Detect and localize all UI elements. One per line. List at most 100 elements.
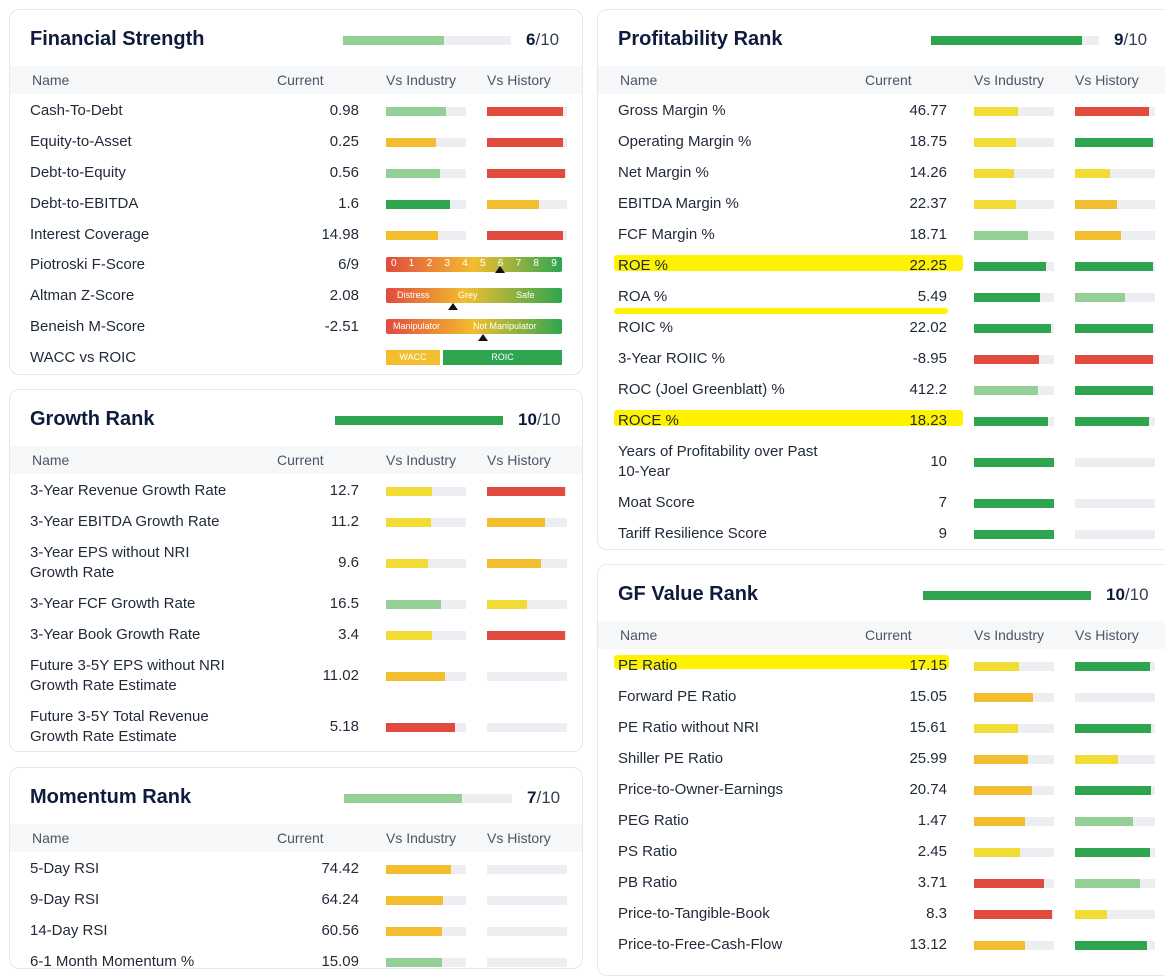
card-title[interactable]: Momentum Rank xyxy=(30,786,192,808)
table-row[interactable]: 3-Year ROIIC % -8.95 xyxy=(598,349,1165,371)
vs-history-bar-fill xyxy=(1075,817,1134,826)
table-row[interactable]: Price-to-Free-Cash-Flow 13.12 xyxy=(598,935,1165,957)
piotroski-digit: 5 xyxy=(480,258,486,269)
vs-history-bar xyxy=(1075,755,1155,764)
row-name: Moat Score xyxy=(618,494,695,511)
card-title[interactable]: Financial Strength xyxy=(30,28,205,50)
table-row[interactable]: Years of Profitability over Past 10-Year 1… xyxy=(598,442,1165,482)
vs-industry-bar xyxy=(974,848,1054,857)
col-current: Current xyxy=(865,627,912,643)
table-row[interactable]: 3-Year EBITDA Growth Rate 11.2 xyxy=(10,512,582,534)
row-name: 3-Year EBITDA Growth Rate xyxy=(30,513,220,530)
table-row[interactable]: 3-Year Book Growth Rate 3.4 xyxy=(10,625,582,647)
table-row[interactable]: Equity-to-Asset 0.25 xyxy=(10,132,582,154)
rank-score-denom: /10 xyxy=(1123,30,1148,49)
table-row[interactable]: Future 3-5Y EPS without NRI Growth Rate E… xyxy=(10,656,582,696)
vs-history-bar xyxy=(487,107,567,116)
row-name: PB Ratio xyxy=(618,874,678,891)
vs-industry-bar xyxy=(974,499,1054,508)
table-row[interactable]: Price-to-Owner-Earnings 20.74 xyxy=(598,780,1165,802)
table-row[interactable]: EBITDA Margin % 22.37 xyxy=(598,194,1165,216)
vs-industry-bar-fill xyxy=(386,138,436,147)
vs-industry-bar-fill xyxy=(386,107,446,116)
col-vs-history: Vs History xyxy=(1075,72,1139,88)
vs-history-bar xyxy=(487,231,567,240)
table-row[interactable]: PS Ratio 2.45 xyxy=(598,842,1165,864)
table-row[interactable]: ROE % 22.25 xyxy=(598,255,1165,278)
card-title[interactable]: Profitability Rank xyxy=(618,28,783,50)
table-row[interactable]: 3-Year FCF Growth Rate 16.5 xyxy=(10,594,582,616)
table-row[interactable]: ROC (Joel Greenblatt) % 412.2 xyxy=(598,380,1165,402)
card-title[interactable]: Growth Rank xyxy=(30,408,155,430)
vs-history-bar-fill xyxy=(487,107,563,116)
roic-segment: ROIC xyxy=(443,350,562,365)
table-row[interactable]: Forward PE Ratio 15.05 xyxy=(598,687,1165,709)
vs-history-bar-fill xyxy=(1075,417,1150,426)
table-row[interactable]: Price-to-Tangible-Book 8.3 xyxy=(598,904,1165,926)
table-row[interactable]: Interest Coverage 14.98 xyxy=(10,225,582,247)
table-row[interactable]: 5-Day RSI 74.42 xyxy=(10,859,582,881)
table-row[interactable]: Cash-To-Debt 0.98 xyxy=(10,101,582,123)
table-row[interactable]: 3-Year Revenue Growth Rate 12.7 xyxy=(10,481,582,503)
table-row[interactable]: Altman Z-Score 2.08 Distress Grey Safe xyxy=(10,286,582,310)
table-row[interactable]: PE Ratio 17.15 xyxy=(598,655,1165,678)
vs-history-bar xyxy=(1075,724,1155,733)
vs-industry-bar xyxy=(386,723,466,732)
table-row[interactable]: Operating Margin % 18.75 xyxy=(598,132,1165,154)
table-row[interactable]: Shiller PE Ratio 25.99 xyxy=(598,749,1165,771)
vs-industry-bar xyxy=(386,600,466,609)
vs-history-bar-fill xyxy=(1075,941,1147,950)
vs-industry-bar-fill xyxy=(386,958,442,967)
row-current: 8.3 xyxy=(926,905,947,922)
table-row[interactable]: FCF Margin % 18.71 xyxy=(598,225,1165,247)
table-row[interactable]: PE Ratio without NRI 15.61 xyxy=(598,718,1165,740)
table-row[interactable]: 3-Year EPS without NRI Growth Rate 9.6 xyxy=(10,543,582,583)
table-row[interactable]: Future 3-5Y Total Revenue Growth Rate Est… xyxy=(10,707,582,747)
row-name: ROE % xyxy=(618,257,669,274)
row-name: PE Ratio xyxy=(618,657,678,674)
card-header: Profitability Rank 9/10 xyxy=(598,10,1165,66)
table-row[interactable]: ROIC % 22.02 xyxy=(598,308,1165,340)
row-current: 5.18 xyxy=(329,718,359,735)
vs-industry-bar-fill xyxy=(974,662,1019,671)
row-name: 3-Year Book Growth Rate xyxy=(30,626,201,643)
table-row[interactable]: Debt-to-EBITDA 1.6 xyxy=(10,194,582,216)
vs-industry-bar-fill xyxy=(386,723,455,732)
table-row[interactable]: Moat Score 7 xyxy=(598,493,1165,515)
vs-history-bar xyxy=(487,138,567,147)
rank-bar xyxy=(344,794,512,803)
table-row[interactable]: Debt-to-Equity 0.56 xyxy=(10,163,582,185)
table-row[interactable]: Gross Margin % 46.77 xyxy=(598,101,1165,123)
table-row[interactable]: 6-1 Month Momentum % 15.09 xyxy=(10,952,582,968)
row-name: PE Ratio without NRI xyxy=(618,719,759,736)
table-row[interactable]: 14-Day RSI 60.56 xyxy=(10,921,582,943)
vs-industry-bar-fill xyxy=(974,386,1038,395)
table-row[interactable]: 9-Day RSI 64.24 xyxy=(10,890,582,912)
rank-score-denom: /10 xyxy=(536,788,561,807)
table-row[interactable]: WACC vs ROIC WACC ROIC xyxy=(10,348,582,370)
vs-industry-bar xyxy=(386,200,466,209)
table-row[interactable]: ROCE % 18.23 xyxy=(598,410,1165,433)
table-row[interactable]: ROA % 5.49 xyxy=(598,287,1165,309)
vs-industry-bar-fill xyxy=(974,530,1054,539)
vs-history-bar xyxy=(487,865,567,874)
col-current: Current xyxy=(277,452,324,468)
row-current: 15.05 xyxy=(909,688,947,705)
vs-industry-bar-fill xyxy=(974,724,1018,733)
table-row[interactable]: Tariff Resilience Score 9 xyxy=(598,524,1165,546)
vs-industry-bar-fill xyxy=(386,487,432,496)
card-title[interactable]: GF Value Rank xyxy=(618,583,759,605)
table-row[interactable]: PB Ratio 3.71 xyxy=(598,873,1165,895)
vs-industry-bar-fill xyxy=(974,458,1054,467)
table-row[interactable]: Net Margin % 14.26 xyxy=(598,163,1165,185)
row-current: 16.5 xyxy=(329,595,359,612)
table-row[interactable]: Beneish M-Score -2.51 Manipulator Not Ma… xyxy=(10,317,582,341)
beneish-not-manipulator-label: Not Manipulator xyxy=(473,321,537,331)
vs-industry-bar xyxy=(386,631,466,640)
vs-history-bar-fill xyxy=(1075,324,1154,333)
table-row[interactable]: PEG Ratio 1.47 xyxy=(598,811,1165,833)
row-name: PS Ratio xyxy=(618,843,678,860)
vs-industry-bar xyxy=(386,138,466,147)
